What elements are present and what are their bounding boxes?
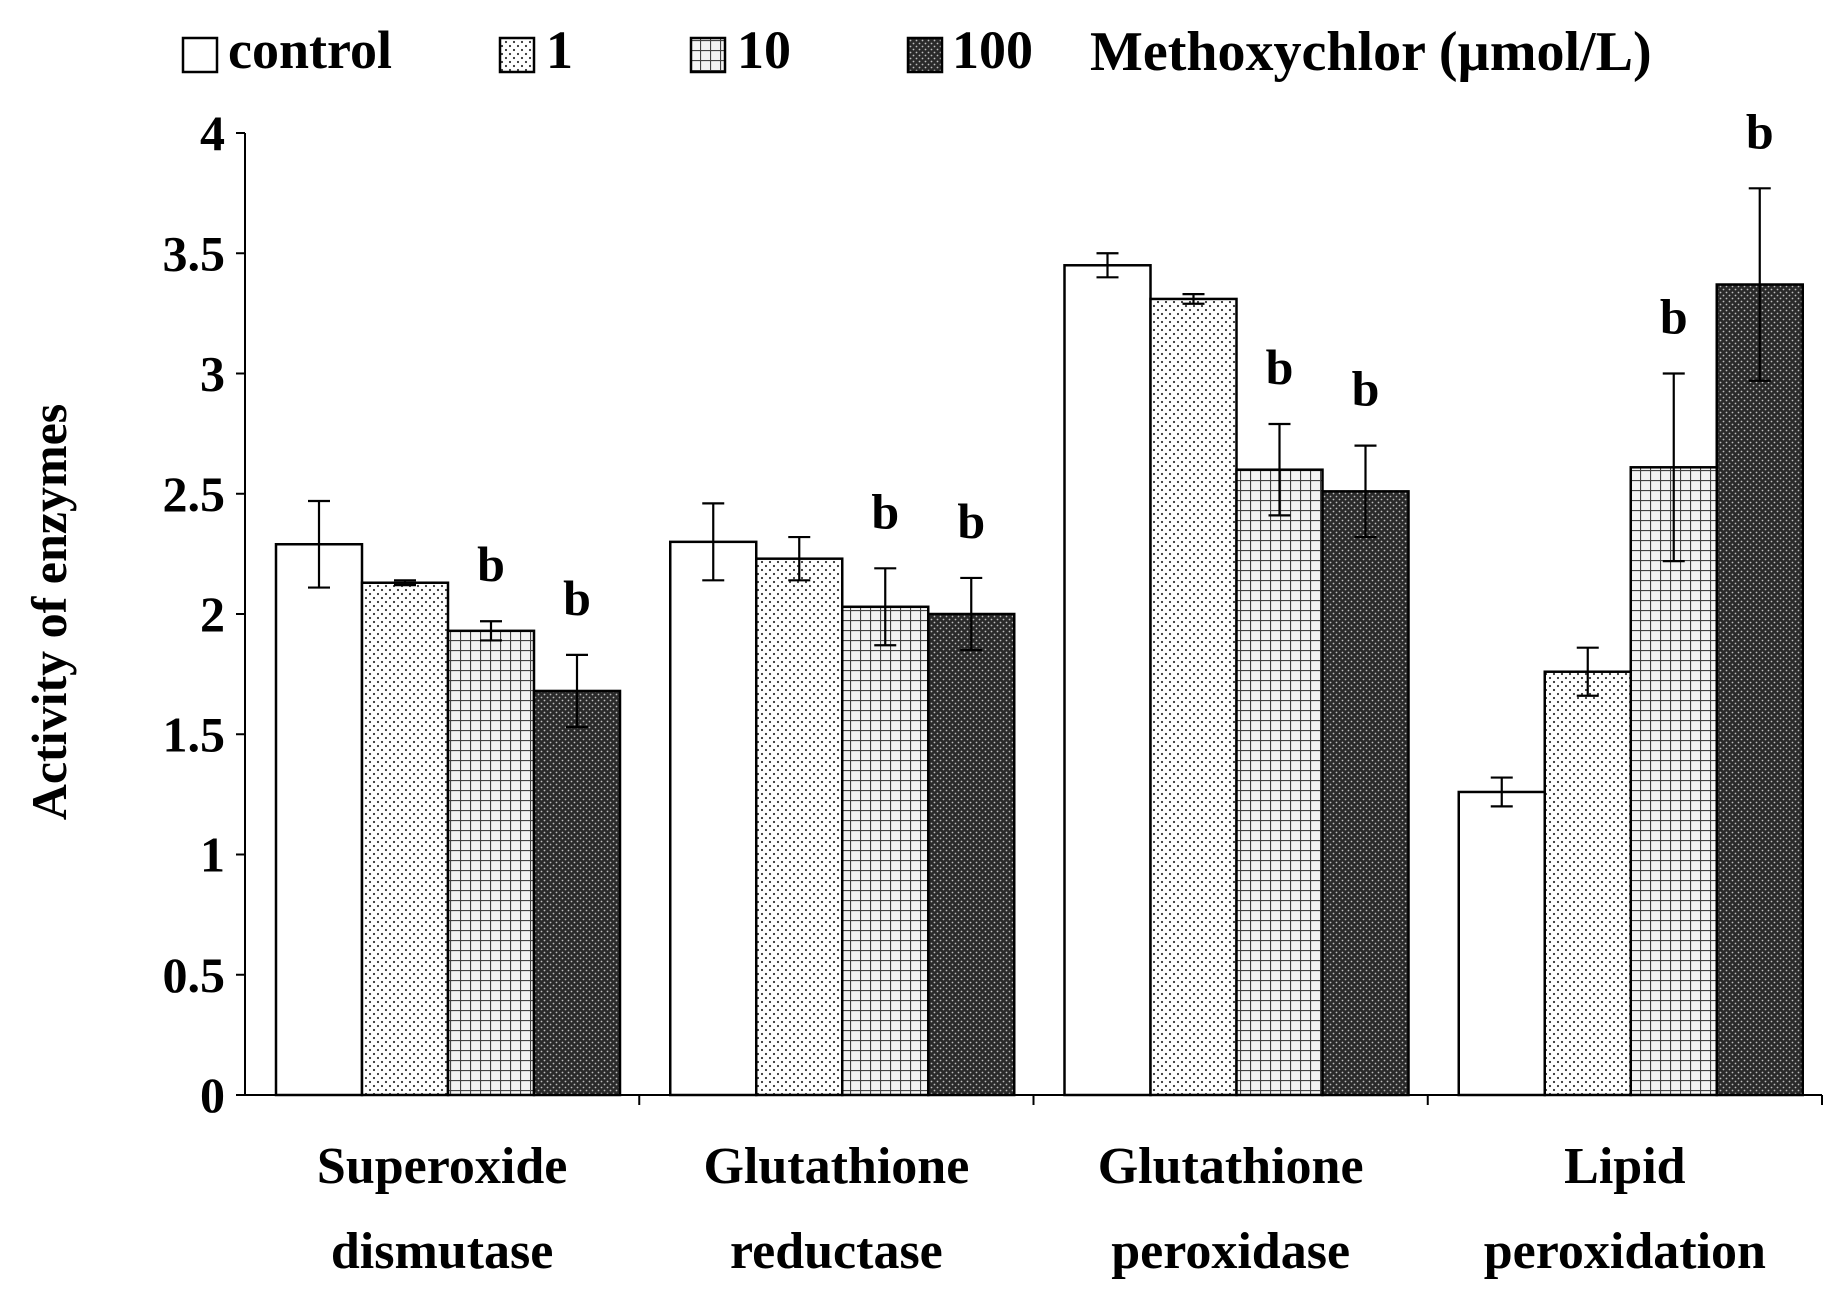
x-tick-label: Glutathione [1098,1138,1364,1195]
legend-swatch-100 [906,36,944,74]
legend-title: Methoxychlor (µmol/L) [1090,21,1652,83]
bar-100 [1715,283,1804,1097]
bar-1 [360,581,450,1097]
legend-label-1: 1 [546,20,573,80]
x-tick-label: Glutathione [703,1138,969,1195]
x-tick-label: reductase [730,1223,943,1280]
x-axis-dividers [638,1095,1823,1105]
significance-mark: b [477,536,505,592]
bar-100 [532,689,622,1097]
bar-control [1063,264,1152,1097]
legend-item-1: 1 [498,20,573,80]
y-tick-label: 1.5 [163,706,226,762]
legend-item-control: control [181,20,392,80]
x-tick-label: peroxidase [1111,1223,1350,1280]
legend-swatch-10 [689,36,727,74]
legend-item-10: 10 [689,20,791,80]
significance-mark: b [1660,289,1688,345]
x-tick-label: peroxidation [1484,1223,1766,1280]
bar-1 [1543,670,1632,1097]
bar-control [1457,790,1546,1097]
significance-mark: b [1352,361,1380,417]
y-tick-label: 1 [200,827,225,883]
bar-control [274,543,364,1097]
legend-swatch-control [181,36,219,74]
y-tick-label: 0 [200,1067,225,1123]
bar-100 [927,612,1016,1097]
legend-item-100: 100 [906,20,1033,80]
x-tick-label: dismutase [331,1223,553,1280]
y-tick-label: 0.5 [163,947,226,1003]
y-axis-ticks: 0 0.5 1 1.5 2 2.5 3 3.5 4 [163,105,245,1123]
legend: control 1 10 100 Methoxychlor (µmol/L) [181,20,1652,83]
significance-mark: b [1266,339,1294,395]
y-tick-label: 3.5 [163,225,226,281]
bar-control [669,540,758,1097]
significance-mark: b [1746,103,1774,159]
bar-10 [1629,466,1718,1097]
bar-1 [1149,297,1238,1097]
x-tick-label: Lipid [1564,1138,1685,1195]
significance-mark: b [563,570,591,626]
y-tick-label: 3 [200,346,225,402]
bars: b b b b b b b b [274,103,1804,1097]
significance-mark: b [957,493,985,549]
legend-label-100: 100 [952,20,1033,80]
bar-10 [446,629,536,1097]
y-tick-label: 4 [200,105,225,161]
x-axis-labels: Superoxide dismutase Glutathione reductase G… [317,1138,1766,1280]
bar-100 [1321,490,1410,1097]
significance-mark: b [871,483,899,539]
legend-label-10: 10 [737,20,791,80]
y-axis-title: Activity of enzymes [21,404,77,821]
bar-1 [755,557,844,1097]
y-tick-label: 2.5 [163,466,226,522]
y-tick-label: 2 [200,586,225,642]
bar-10 [841,605,930,1097]
x-tick-label: Superoxide [317,1138,567,1195]
legend-swatch-1 [498,36,536,74]
bar-10 [1235,468,1324,1097]
legend-label-control: control [228,20,392,80]
